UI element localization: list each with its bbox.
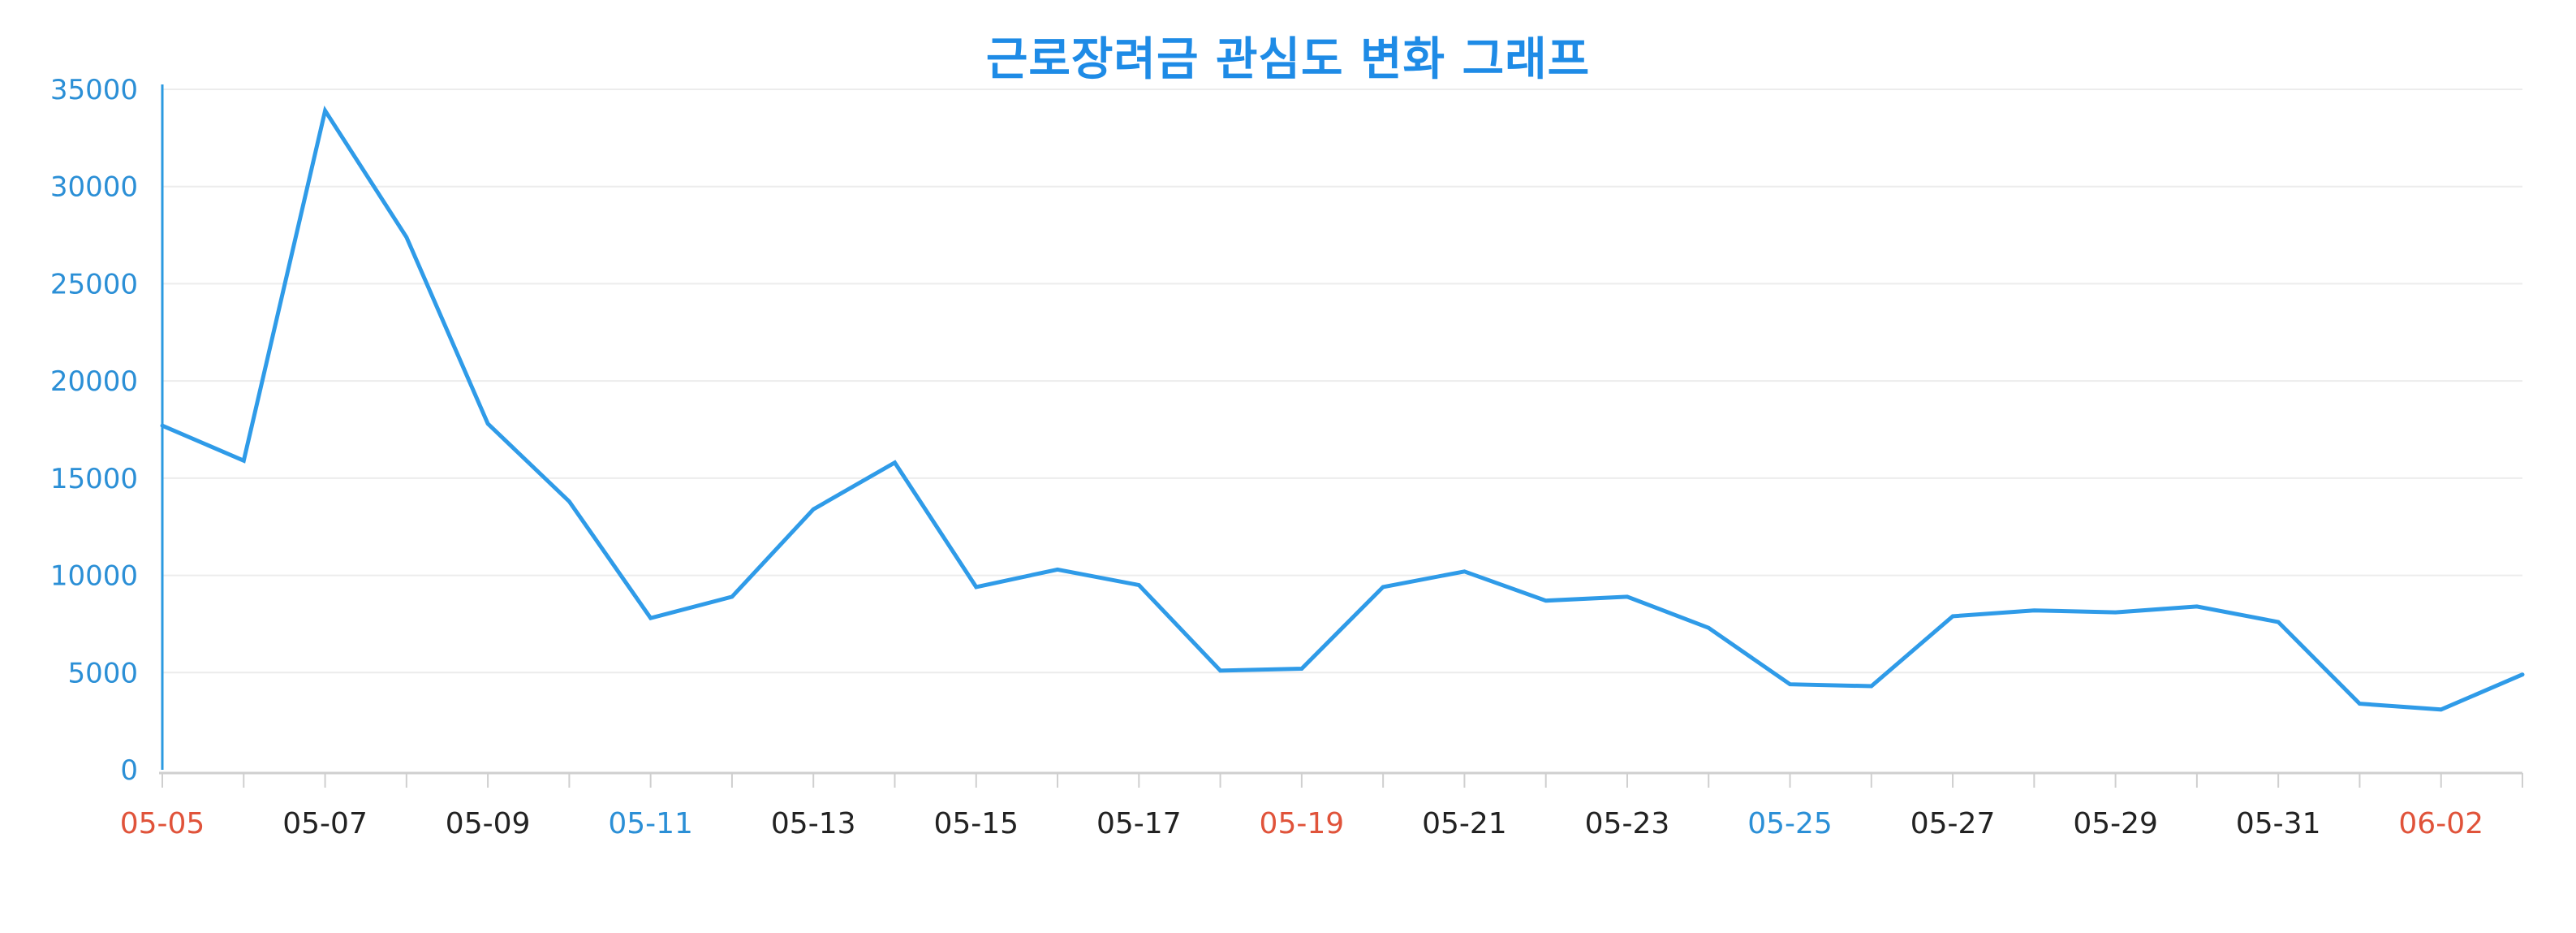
data-point <box>324 109 327 112</box>
data-point <box>2440 708 2443 711</box>
grid-lines <box>162 89 2522 674</box>
data-point <box>242 459 245 462</box>
x-tick-label: 05-11 <box>608 807 693 840</box>
data-point <box>1789 683 1792 686</box>
y-tick-label: 25000 <box>50 268 138 300</box>
data-point <box>2521 673 2524 676</box>
x-tick-label: 05-21 <box>1422 807 1507 840</box>
x-tick-label: 05-17 <box>1096 807 1182 840</box>
x-tick-label: 05-23 <box>1585 807 1670 840</box>
data-point <box>1300 667 1303 670</box>
x-tick-label: 05-15 <box>933 807 1019 840</box>
x-tick-label: 05-31 <box>2236 807 2321 840</box>
data-point <box>649 616 653 620</box>
data-point <box>812 508 815 511</box>
x-tick-label: 05-09 <box>446 807 531 840</box>
data-point <box>2358 702 2361 706</box>
x-tick-label: 05-13 <box>771 807 856 840</box>
x-tick-label: 05-25 <box>1747 807 1833 840</box>
y-tick-label: 35000 <box>50 74 138 106</box>
axes <box>159 84 2522 775</box>
data-point <box>1544 599 1548 603</box>
data-point <box>893 461 896 464</box>
y-tick-label: 5000 <box>67 657 138 689</box>
series-line <box>160 105 2525 712</box>
data-point <box>1626 595 1629 598</box>
chart-title: 근로장려금 관심도 변화 그래프 <box>985 33 1591 86</box>
x-tick-label: 05-29 <box>2073 807 2158 840</box>
data-point <box>567 500 571 503</box>
data-point <box>1381 585 1385 589</box>
x-tick-label: 05-19 <box>1260 807 1345 840</box>
series-layer <box>160 105 2525 712</box>
x-tick-label: 05-07 <box>282 807 368 840</box>
data-point <box>975 585 978 589</box>
x-axis-ticks: 05-05 05-07 05-09 05-11 05-13 05-15 05-17 05-19… <box>120 773 2523 840</box>
y-tick-label: 15000 <box>50 463 138 495</box>
data-point <box>2114 611 2117 614</box>
data-point <box>161 424 164 427</box>
x-tick-label: 06-02 <box>2398 807 2483 840</box>
y-tick-label: 0 <box>120 754 138 787</box>
data-point <box>1462 570 1466 573</box>
data-point <box>486 422 489 425</box>
data-point <box>730 595 734 598</box>
y-tick-label: 20000 <box>50 365 138 398</box>
data-point <box>1137 584 1140 587</box>
x-tick-label: 05-05 <box>120 807 205 840</box>
y-tick-label: 10000 <box>50 560 138 593</box>
data-point <box>1056 568 1059 571</box>
y-tick-label: 30000 <box>50 171 138 204</box>
data-point <box>2277 620 2280 624</box>
data-point <box>2032 609 2035 612</box>
y-axis-ticks: 0 5000 10000 15000 20000 25000 30000 35000 <box>50 74 138 787</box>
data-point <box>1951 615 1954 618</box>
data-point <box>1707 626 1710 629</box>
data-point <box>405 235 408 239</box>
data-point <box>1870 685 1873 688</box>
x-tick-label: 05-27 <box>1910 807 1996 840</box>
data-point <box>2195 605 2199 608</box>
data-point <box>1219 669 1222 672</box>
